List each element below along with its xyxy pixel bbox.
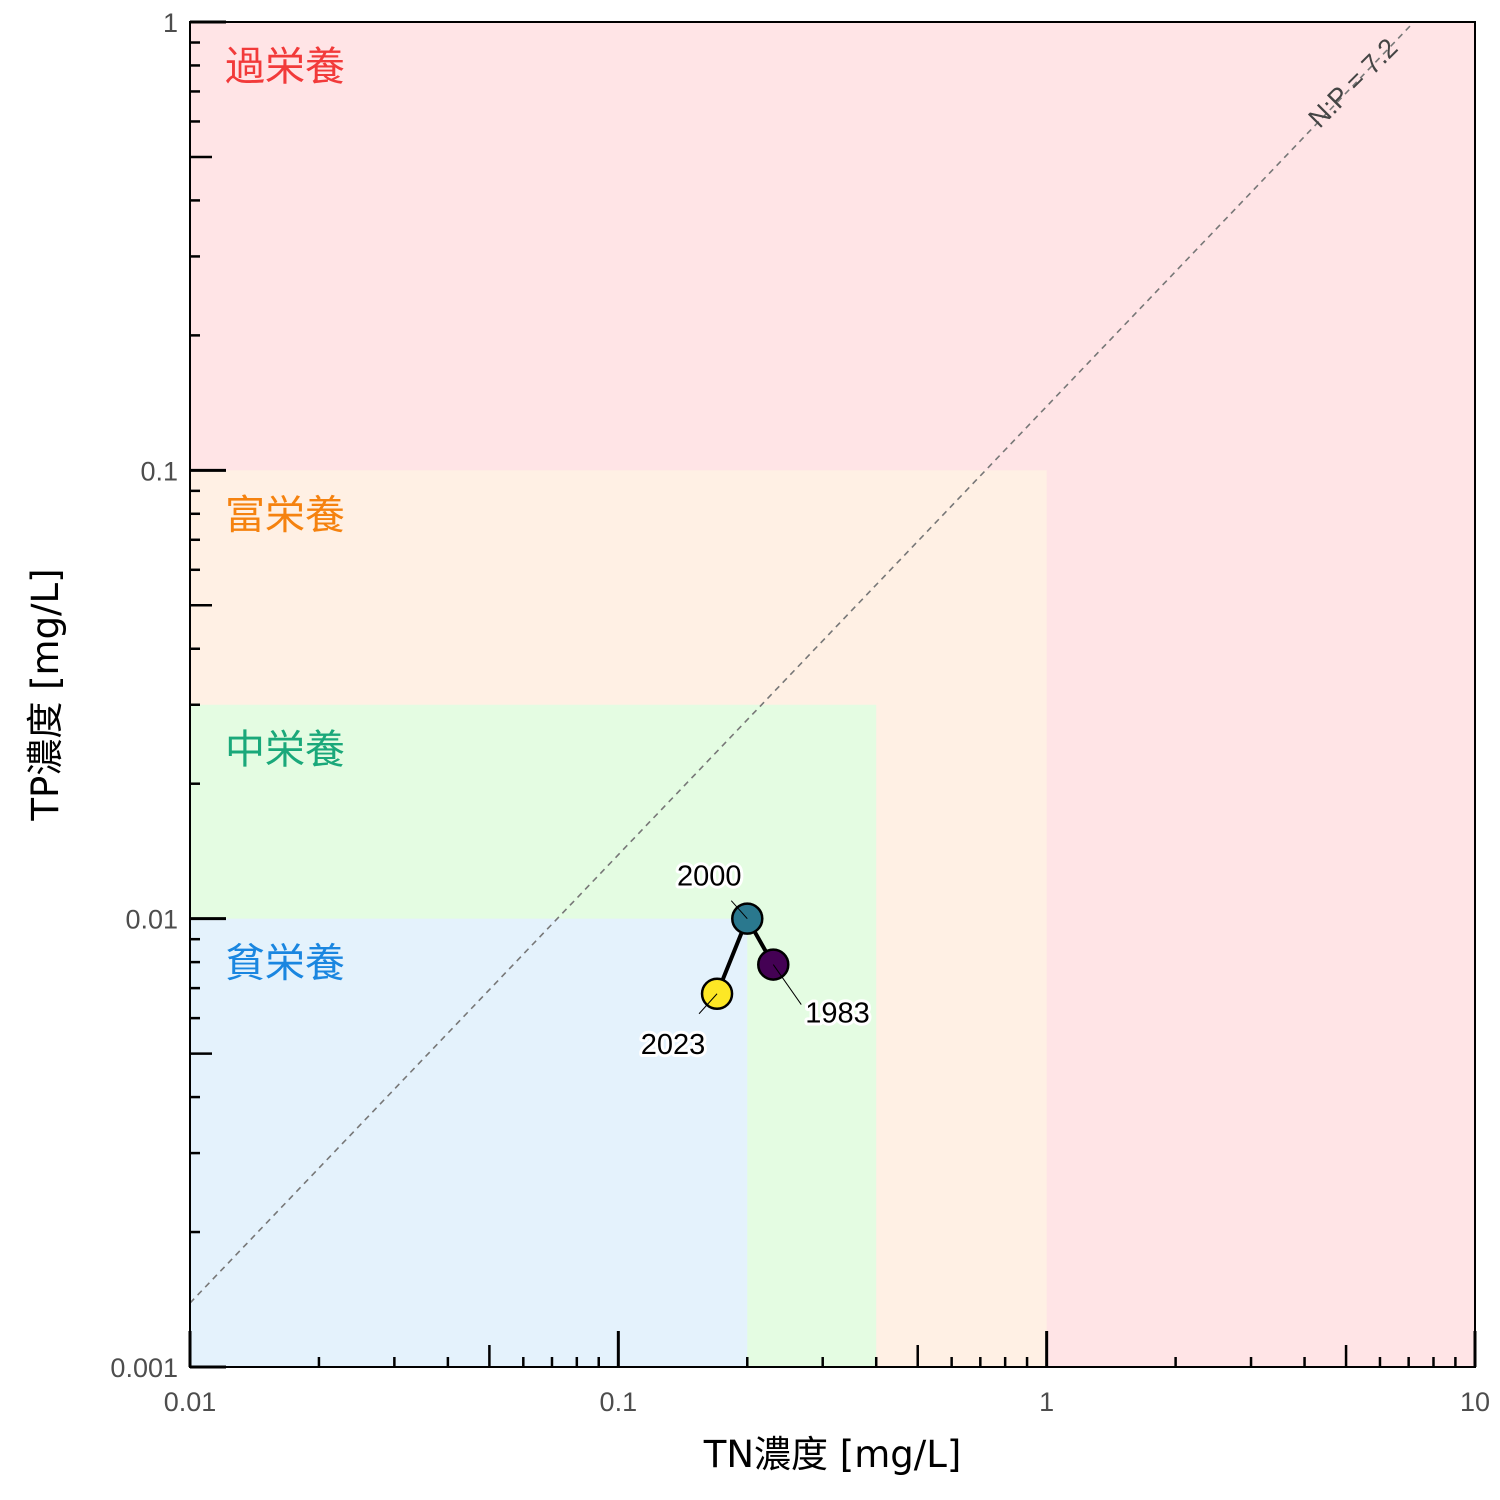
x-tick-label: 0.01 bbox=[164, 1387, 217, 1417]
zone-label-0: 過栄養 bbox=[225, 44, 345, 90]
y-tick-label: 0.001 bbox=[110, 1353, 178, 1383]
axis-tick-labels: 0.01 0.1 1 10 0.001 0.01 0.1 1 bbox=[110, 8, 1490, 1417]
zone-3 bbox=[190, 918, 748, 1367]
x-tick-label: 1 bbox=[1039, 1387, 1054, 1417]
x-tick-label: 0.1 bbox=[600, 1387, 638, 1417]
point-leader-line bbox=[772, 964, 802, 1005]
plot-frame bbox=[189, 21, 1476, 1368]
point-label-2023: 2023 bbox=[641, 1029, 706, 1061]
x-axis-title: TN濃度 [mg/L] bbox=[703, 1433, 962, 1476]
point-label-2000: 2000 bbox=[677, 861, 742, 893]
np-ratio-line bbox=[189, 21, 1415, 1304]
axis-ticks bbox=[188, 20, 1477, 1369]
point-labels: 1983 2000 2023 bbox=[638, 858, 873, 1064]
y-tick-label: 0.01 bbox=[125, 905, 178, 935]
point-label-1983: 1983 bbox=[805, 998, 870, 1030]
trophic-zones bbox=[190, 22, 1475, 1367]
x-tick-label: 10 bbox=[1460, 1387, 1490, 1417]
point-leader-line bbox=[698, 993, 718, 1015]
zone-label-1: 富栄養 bbox=[225, 492, 345, 538]
zone-label-2: 中栄養 bbox=[225, 727, 345, 773]
y-axis-title: TP濃度 [mg/L] bbox=[24, 568, 67, 821]
zone-label-3: 貧栄養 bbox=[225, 941, 345, 987]
y-tick-label: 0.1 bbox=[140, 456, 178, 486]
y-tick-label: 1 bbox=[163, 8, 178, 38]
point-leader-line bbox=[730, 900, 748, 919]
